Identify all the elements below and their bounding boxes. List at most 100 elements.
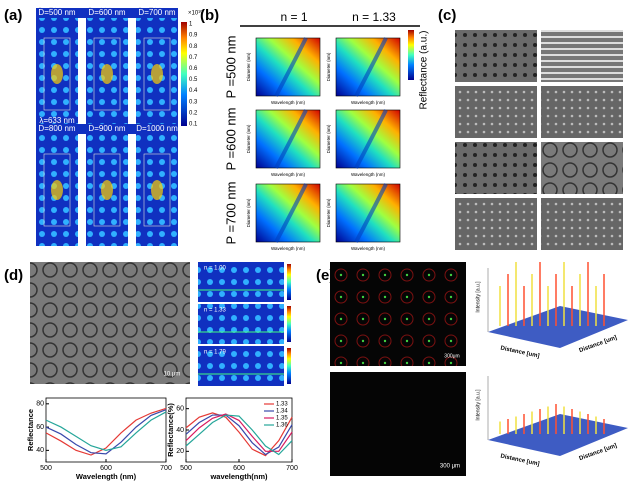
y-tick-label: 40 <box>176 427 184 434</box>
colorbar-tick: 0.4 <box>189 88 198 94</box>
legend-label: 1.36 <box>276 423 288 429</box>
x-axis-label: Wavelength (nm) <box>76 472 137 481</box>
surface-base <box>488 414 628 456</box>
x-tick-label: 600 <box>100 465 112 472</box>
y-tick-label: 40 <box>36 447 44 454</box>
y-tick-label: 20 <box>176 448 184 455</box>
scale-bar: 300μm <box>444 353 459 359</box>
y-axis-label: Diameter (nm) <box>246 198 251 227</box>
legend-label: 1.34 <box>276 409 288 415</box>
reflectance-map <box>255 183 321 243</box>
line <box>185 414 293 456</box>
z-axis-label: Intensity [a.u.] <box>475 389 481 421</box>
line <box>45 411 167 451</box>
x-axis-label: Wavelength (nm) <box>351 100 386 105</box>
x-axis-label: Wavelength (nm) <box>271 100 306 105</box>
field-outline <box>43 37 71 111</box>
field-title: D=900 nm <box>88 124 125 133</box>
y-axis-label: Diameter (nm) <box>246 52 251 81</box>
field-label: n = 1.00 <box>204 266 227 272</box>
wavelength-label: λ=633 nm <box>39 116 75 125</box>
field-label: n = 1.33 <box>204 308 227 314</box>
band <box>274 109 308 169</box>
colorbar <box>287 306 291 342</box>
sem-image <box>541 86 623 138</box>
band <box>274 183 308 243</box>
legend-label: 1.35 <box>276 416 288 422</box>
y-tick-label: 80 <box>36 401 44 408</box>
x-axis-label: Wavelength (nm) <box>351 172 386 177</box>
plot-frame <box>45 397 167 463</box>
hot-spot <box>51 180 63 200</box>
colorbar-tick: 0.9 <box>189 33 198 39</box>
hot-spot <box>101 64 113 84</box>
field-outline <box>143 37 171 111</box>
sem-image <box>541 198 623 250</box>
field-title: D=1000 nm <box>136 124 178 133</box>
y-axis-label: Reflectance(%) <box>166 403 175 457</box>
sem-image <box>455 198 537 250</box>
sem-image <box>541 30 623 82</box>
panel-label: (a) <box>4 7 22 24</box>
sem-image <box>455 30 537 82</box>
field-outline <box>93 153 121 227</box>
legend-label: 1.33 <box>276 402 288 408</box>
band <box>354 183 388 243</box>
colorbar-tick: 0.1 <box>189 122 198 128</box>
row-title: P =700 nm <box>223 181 238 244</box>
colorbar <box>287 264 291 300</box>
x-axis-label: Distance [um] <box>500 346 540 360</box>
reflectance-map <box>255 37 321 97</box>
field-outline <box>43 153 71 227</box>
field-map <box>198 262 284 302</box>
y-axis-label: Reflectance <box>26 409 35 451</box>
x-axis-label: Wavelength (nm) <box>351 246 386 251</box>
y-axis-label: Diameter (nm) <box>326 52 331 81</box>
band <box>274 37 308 97</box>
y-axis-label: Diameter (nm) <box>246 124 251 153</box>
z-axis-label: Intensity [a.u.] <box>475 281 481 313</box>
band <box>354 37 388 97</box>
panel-label: (e) <box>316 267 334 284</box>
field-outline <box>143 153 171 227</box>
reflectance-map <box>255 109 321 169</box>
y-axis-label: Diameter (nm) <box>326 124 331 153</box>
reflectance-map <box>335 37 401 97</box>
sem-image <box>455 142 537 194</box>
micrograph <box>330 262 466 366</box>
x-tick-label: 600 <box>233 465 245 472</box>
x-axis-label: Distance [um] <box>500 454 540 468</box>
colorbar-tick: 0.3 <box>189 99 198 105</box>
line <box>45 409 167 455</box>
panel-label: (b) <box>200 7 219 24</box>
x-tick-label: 500 <box>180 465 192 472</box>
sem-image <box>541 142 623 194</box>
title-bg <box>36 8 178 18</box>
line <box>185 414 293 456</box>
hot-spot <box>151 64 163 84</box>
x-tick-label: 700 <box>286 465 298 472</box>
row-title: P =600 nm <box>223 107 238 170</box>
panel-label: (c) <box>438 7 456 24</box>
hot-spot <box>151 180 163 200</box>
surface-base <box>488 306 628 348</box>
colorbar-label: Reflectance (a.u.) <box>419 31 430 110</box>
hot-spot <box>51 64 63 84</box>
colorbar <box>181 22 187 126</box>
band <box>354 109 388 169</box>
colorbar <box>408 30 414 80</box>
x-tick-label: 500 <box>40 465 52 472</box>
y-tick-label: 60 <box>176 406 184 413</box>
field-title: D=800 nm <box>38 124 75 133</box>
line <box>185 412 293 457</box>
sem-image <box>30 262 190 384</box>
colorbar-tick: 1 <box>189 22 193 28</box>
field-title: D=600 nm <box>88 8 125 17</box>
colorbar-exponent: ×10¹⁰ <box>188 10 203 17</box>
colorbar-tick: 0.5 <box>189 77 198 83</box>
x-tick-label: 700 <box>160 465 172 472</box>
row-title: P =500 nm <box>223 35 238 98</box>
field-map <box>198 346 284 386</box>
